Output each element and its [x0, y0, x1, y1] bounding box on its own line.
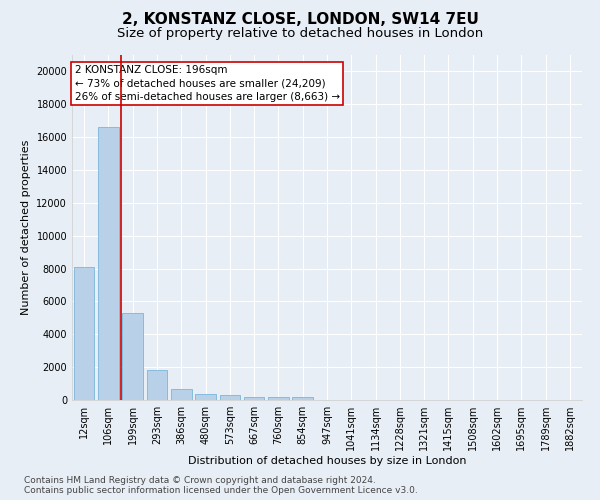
- Bar: [244, 396, 265, 400]
- Bar: [268, 397, 289, 400]
- Bar: [98, 128, 119, 400]
- Bar: [146, 370, 167, 400]
- Bar: [195, 394, 216, 400]
- Text: 2 KONSTANZ CLOSE: 196sqm
← 73% of detached houses are smaller (24,209)
26% of se: 2 KONSTANZ CLOSE: 196sqm ← 73% of detach…: [74, 66, 340, 102]
- Bar: [122, 313, 143, 400]
- Y-axis label: Number of detached properties: Number of detached properties: [21, 140, 31, 315]
- Bar: [74, 267, 94, 400]
- Text: 2, KONSTANZ CLOSE, LONDON, SW14 7EU: 2, KONSTANZ CLOSE, LONDON, SW14 7EU: [122, 12, 478, 28]
- Text: Contains HM Land Registry data © Crown copyright and database right 2024.
Contai: Contains HM Land Registry data © Crown c…: [24, 476, 418, 495]
- Text: Size of property relative to detached houses in London: Size of property relative to detached ho…: [117, 28, 483, 40]
- Bar: [292, 398, 313, 400]
- Bar: [220, 396, 240, 400]
- Bar: [171, 389, 191, 400]
- X-axis label: Distribution of detached houses by size in London: Distribution of detached houses by size …: [188, 456, 466, 466]
